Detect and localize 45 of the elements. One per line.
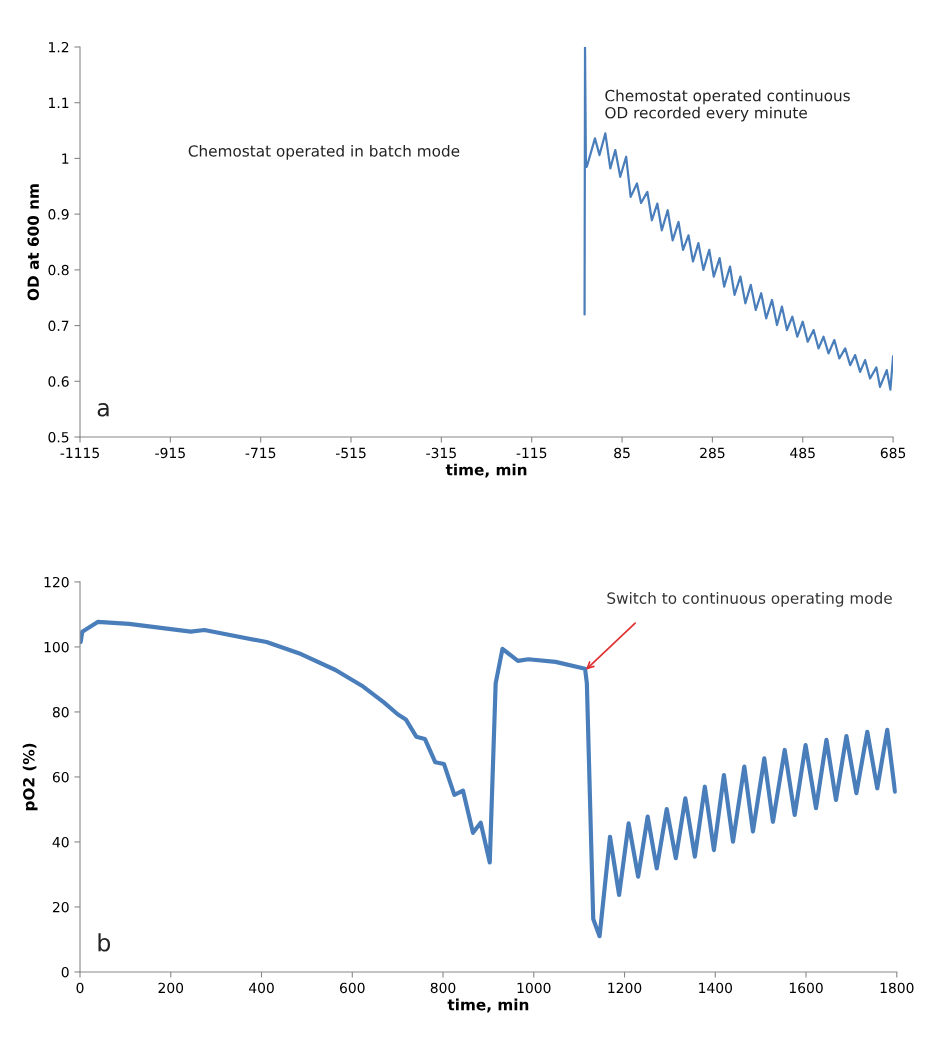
x-tick-label: 1600: [789, 982, 823, 994]
x-tick-label: 0: [76, 982, 84, 994]
annotation: b: [98, 933, 111, 952]
x-tick-label: 485: [790, 447, 815, 459]
y-tick-label: 120: [44, 576, 69, 588]
y-tick-label: 0.6: [48, 376, 69, 387]
x-tick-label: -1115: [60, 447, 99, 459]
y-tick-label: 0.8: [48, 264, 69, 276]
y-tick-label: 1: [62, 153, 69, 164]
y-tick-label: 0: [61, 966, 69, 978]
y-tick-label: 100: [44, 641, 69, 653]
y-axis-title: pO2 (%): [22, 743, 38, 811]
x-tick-label: -715: [245, 447, 276, 459]
x-tick-label: 400: [248, 982, 274, 994]
annotation: Switch to continuous operating mode: [607, 592, 892, 607]
x-tick-label: 1400: [699, 982, 733, 994]
y-axis-title: OD at 600 nm: [27, 184, 39, 301]
x-tick-label: 85: [614, 447, 630, 459]
x-tick-label: -515: [335, 447, 366, 459]
y-tick-label: 40: [52, 836, 69, 848]
line-series: [583, 46, 894, 391]
x-axis-title: time, min: [445, 463, 527, 478]
x-tick-label: 800: [430, 982, 456, 994]
x-tick-label: 1200: [608, 982, 642, 994]
x-tick-label: 1800: [880, 982, 914, 994]
x-tick-label: -915: [155, 447, 185, 459]
y-tick-label: 1.1: [49, 97, 69, 108]
x-tick-label: -315: [426, 447, 456, 459]
y-tick-label: 20: [52, 901, 69, 913]
x-tick-label: -115: [516, 447, 547, 459]
y-tick-label: 0.5: [48, 431, 69, 443]
y-tick-label: 0.9: [48, 209, 69, 220]
annotation: a: [97, 403, 109, 417]
y-tick-label: 1.2: [49, 41, 69, 53]
x-tick-label: 685: [880, 447, 906, 459]
annotation: Chemostat operated continuous OD recorded every minute: [605, 89, 850, 122]
annotation: Chemostat operated in batch mode: [188, 144, 460, 160]
x-tick-label: 200: [158, 982, 184, 994]
x-axis-title: time, min: [447, 998, 529, 1013]
y-tick-label: 80: [52, 706, 69, 718]
x-tick-label: 285: [700, 447, 725, 459]
x-tick-label: 600: [339, 982, 365, 994]
x-tick-label: 1000: [517, 982, 551, 994]
y-tick-label: 0.7: [48, 320, 69, 332]
y-tick-label: 60: [52, 771, 69, 783]
